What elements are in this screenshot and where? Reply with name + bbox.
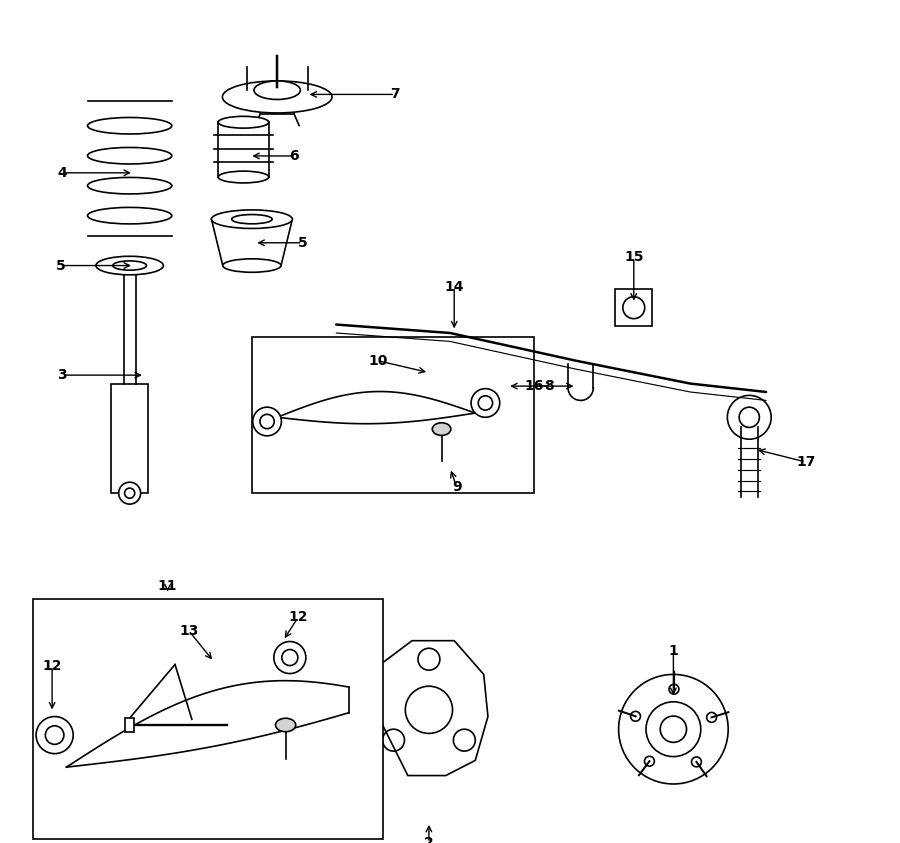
- Circle shape: [274, 642, 306, 674]
- Ellipse shape: [87, 177, 172, 194]
- Circle shape: [691, 757, 701, 767]
- Circle shape: [631, 711, 641, 722]
- Circle shape: [253, 407, 282, 436]
- Circle shape: [119, 482, 140, 504]
- Ellipse shape: [96, 256, 164, 275]
- Text: 9: 9: [452, 481, 462, 494]
- Ellipse shape: [222, 81, 332, 113]
- Circle shape: [644, 756, 654, 766]
- Bar: [111, 384, 148, 493]
- Text: 1: 1: [669, 644, 679, 658]
- Text: 12: 12: [289, 610, 308, 624]
- Ellipse shape: [254, 81, 301, 99]
- Bar: [252, 337, 535, 493]
- Circle shape: [471, 389, 500, 417]
- Text: 11: 11: [158, 579, 177, 593]
- Text: 5: 5: [56, 259, 66, 272]
- Text: 7: 7: [391, 88, 400, 101]
- Ellipse shape: [275, 718, 296, 732]
- Circle shape: [618, 674, 728, 784]
- Ellipse shape: [87, 148, 172, 164]
- Ellipse shape: [223, 259, 281, 272]
- Text: 15: 15: [624, 250, 644, 264]
- Text: 12: 12: [42, 659, 62, 673]
- Text: 13: 13: [179, 624, 198, 637]
- Text: 2: 2: [424, 836, 434, 843]
- Bar: [32, 599, 382, 839]
- Ellipse shape: [87, 207, 172, 224]
- Bar: [616, 289, 652, 326]
- Ellipse shape: [218, 171, 269, 183]
- Ellipse shape: [432, 423, 451, 435]
- Text: 8: 8: [544, 379, 554, 393]
- Circle shape: [669, 685, 679, 694]
- Text: 17: 17: [796, 455, 815, 469]
- Text: 3: 3: [58, 368, 67, 382]
- Circle shape: [727, 395, 771, 439]
- Text: 5: 5: [298, 236, 307, 250]
- Circle shape: [706, 712, 716, 722]
- Bar: [125, 718, 134, 732]
- Ellipse shape: [112, 261, 147, 270]
- Text: 16: 16: [525, 379, 544, 393]
- Ellipse shape: [212, 210, 292, 228]
- Ellipse shape: [218, 116, 269, 128]
- Text: 14: 14: [445, 280, 464, 293]
- Ellipse shape: [231, 214, 272, 223]
- Ellipse shape: [87, 117, 172, 134]
- Circle shape: [36, 717, 73, 754]
- Text: 4: 4: [58, 166, 68, 180]
- Text: 10: 10: [369, 354, 388, 368]
- Text: 6: 6: [289, 149, 299, 163]
